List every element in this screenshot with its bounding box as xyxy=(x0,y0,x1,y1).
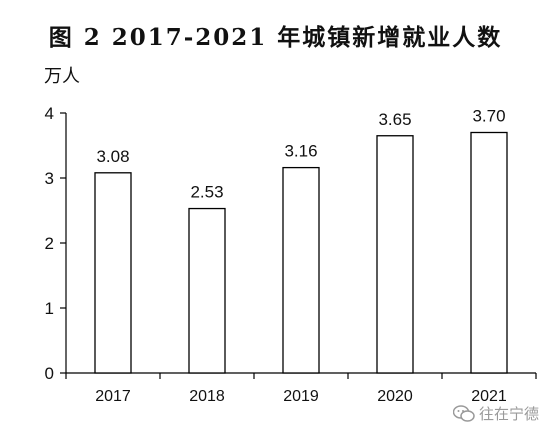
bar-2021 xyxy=(470,131,508,374)
watermark-text: 往在宁德 xyxy=(478,405,539,423)
x-tick-label: 2019 xyxy=(283,388,319,405)
bar-2017 xyxy=(94,172,132,374)
y-tick-label: 3 xyxy=(45,169,54,188)
x-tick-label: 2020 xyxy=(377,388,413,405)
bar-2019 xyxy=(282,166,320,374)
bar-2018 xyxy=(188,207,226,374)
y-tick-label: 4 xyxy=(45,104,54,123)
y-tick-label: 1 xyxy=(45,299,54,318)
bar-2020 xyxy=(376,135,414,374)
wechat-icon xyxy=(452,404,475,423)
bars xyxy=(94,131,508,374)
data-label: 2.53 xyxy=(190,183,223,202)
y-tick-label: 0 xyxy=(45,364,54,383)
data-labels: 3.08 2.53 3.16 3.65 3.70 xyxy=(96,107,505,202)
x-tick-label: 2017 xyxy=(95,388,131,405)
data-label: 3.70 xyxy=(472,107,505,126)
watermark: 往在宁德 xyxy=(452,403,539,424)
data-label: 3.65 xyxy=(378,110,411,129)
y-ticks: 0 1 2 3 4 xyxy=(45,104,66,383)
y-tick-label: 2 xyxy=(45,234,54,253)
x-tick-labels: 2017 2018 2019 2020 2021 xyxy=(95,388,507,405)
x-tick-label: 2021 xyxy=(471,388,507,405)
data-label: 3.16 xyxy=(284,142,317,161)
data-label: 3.08 xyxy=(96,147,129,166)
chart-title: 图 2 2017-2021 年城镇新增就业人数 xyxy=(48,24,503,51)
x-tick-label: 2018 xyxy=(189,388,225,405)
y-axis-label: 万人 xyxy=(44,66,80,87)
